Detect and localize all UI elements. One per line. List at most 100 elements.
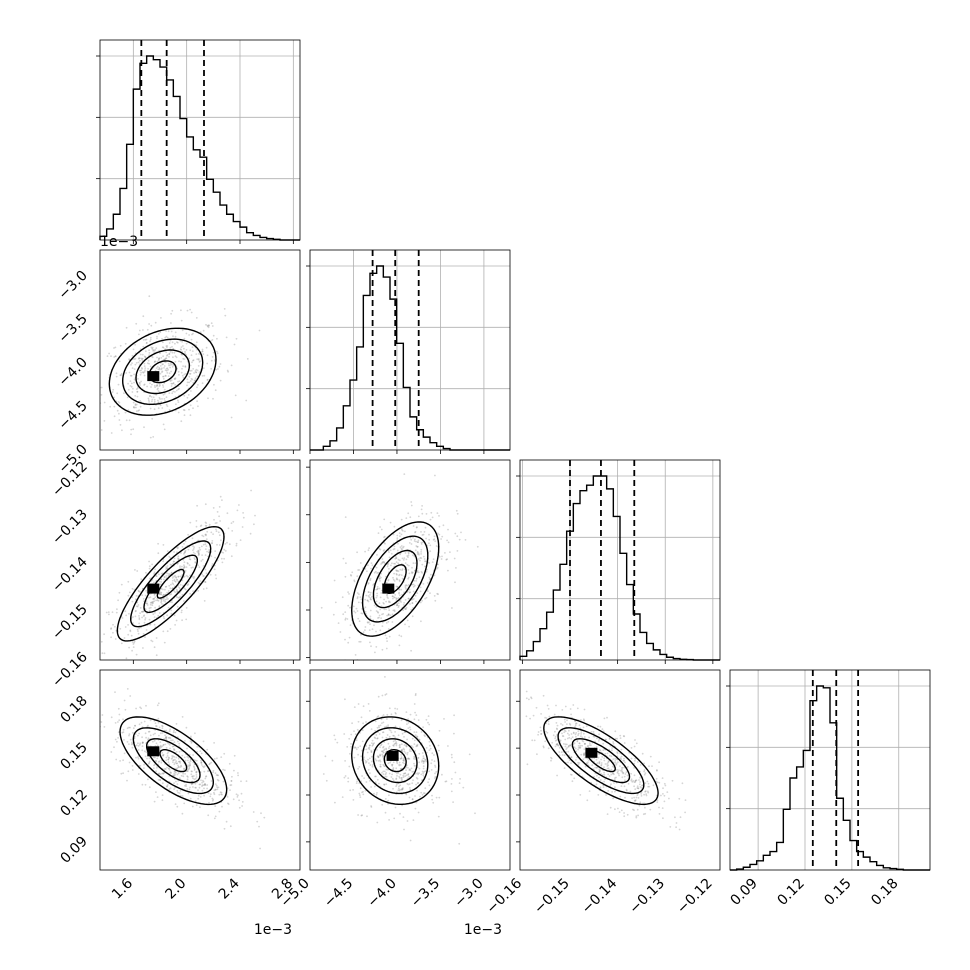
- scatter-point: [165, 369, 168, 372]
- histogram-panel-background: [100, 40, 300, 240]
- scatter-point: [222, 768, 225, 771]
- scatter-point: [413, 762, 415, 765]
- scatter-point: [380, 528, 383, 531]
- scatter-point: [397, 542, 399, 545]
- scatter-point: [198, 783, 201, 786]
- scatter-point: [636, 787, 639, 789]
- scatter-point: [195, 371, 198, 374]
- scatter-point: [413, 731, 416, 733]
- scatter-point: [392, 767, 395, 769]
- scatter-point: [203, 600, 206, 602]
- scatter-point: [132, 727, 135, 730]
- scatter-point: [187, 533, 190, 536]
- scatter-point: [226, 369, 229, 372]
- scatter-point: [187, 583, 190, 586]
- scatter-point: [212, 769, 215, 772]
- scatter-point: [638, 783, 641, 786]
- scatter-point: [193, 769, 196, 771]
- scatter-point: [183, 543, 185, 545]
- scatter-point: [174, 384, 177, 386]
- scatter-point: [138, 617, 141, 619]
- scatter-point: [142, 610, 145, 613]
- scatter-point: [430, 573, 432, 576]
- scatter-point: [181, 329, 184, 332]
- scatter-point: [425, 760, 427, 763]
- scatter-point: [376, 737, 379, 739]
- scatter-point: [418, 553, 420, 556]
- scatter-point: [398, 644, 401, 647]
- scatter-point: [564, 730, 567, 733]
- scatter-point: [361, 749, 363, 752]
- scatter-point: [245, 780, 248, 782]
- scatter-point: [633, 799, 636, 802]
- scatter-point: [125, 657, 128, 660]
- scatter-point: [159, 779, 162, 782]
- scatter-point: [192, 359, 194, 362]
- scatter-point: [201, 784, 204, 787]
- scatter-point: [184, 549, 187, 552]
- scatter-point: [151, 602, 154, 604]
- scatter-point: [149, 382, 151, 385]
- scatter-point: [410, 750, 412, 752]
- scatter-point: [242, 512, 245, 514]
- scatter-point: [162, 375, 165, 378]
- scatter-point: [414, 750, 417, 752]
- scatter-point: [166, 354, 168, 357]
- scatter-point: [176, 341, 178, 343]
- scatter-point: [176, 805, 179, 808]
- scatter-point: [137, 604, 140, 606]
- scatter-point: [114, 346, 117, 349]
- scatter-point: [635, 779, 638, 781]
- scatter-point: [223, 827, 226, 830]
- scatter-point: [209, 793, 212, 795]
- scatter-point: [141, 749, 144, 752]
- scatter-point: [379, 760, 382, 763]
- scatter-point: [217, 531, 220, 534]
- scatter-point: [181, 812, 184, 815]
- scatter-point: [178, 586, 181, 589]
- scatter-point: [622, 771, 625, 774]
- scatter-point: [401, 732, 404, 735]
- scatter-point: [348, 737, 351, 740]
- scatter-point: [424, 735, 426, 737]
- scatter-point: [400, 767, 403, 770]
- scatter-point: [131, 742, 134, 745]
- scatter-point: [165, 345, 168, 347]
- scatter-point: [368, 621, 370, 623]
- scatter-point: [400, 545, 403, 547]
- scatter-point: [122, 728, 125, 731]
- scatter-point: [398, 764, 401, 767]
- scatter-point: [570, 713, 572, 716]
- scatter-point: [355, 782, 358, 784]
- scatter-point: [167, 606, 170, 609]
- scatter-point: [395, 743, 398, 745]
- scatter-point: [173, 729, 175, 732]
- scatter-point: [101, 667, 103, 669]
- scatter-point: [398, 775, 401, 778]
- scatter-point: [556, 743, 559, 746]
- scatter-point: [200, 560, 203, 562]
- scatter-point: [250, 489, 253, 492]
- scatter-point: [451, 607, 453, 609]
- scatter-point: [98, 737, 100, 739]
- scatter-point: [453, 714, 455, 717]
- scatter-point: [453, 761, 456, 764]
- scatter-point: [582, 740, 585, 743]
- scatter-point: [385, 581, 388, 584]
- scatter-point: [115, 758, 118, 761]
- scatter-point: [357, 601, 360, 604]
- scatter-point: [163, 388, 166, 391]
- scatter-point: [117, 731, 120, 734]
- scatter-point: [563, 718, 566, 721]
- scatter-point: [165, 747, 168, 749]
- scatter-point: [155, 385, 158, 388]
- scatter-point: [666, 791, 669, 793]
- scatter-point: [180, 764, 182, 767]
- scatter-point: [135, 653, 138, 656]
- scatter-point: [168, 730, 171, 732]
- scatter-point: [458, 842, 461, 845]
- scatter-point: [405, 793, 408, 796]
- histogram-panel-frame: [519, 459, 721, 661]
- scatter-point: [360, 612, 363, 615]
- scatter-point: [138, 622, 141, 625]
